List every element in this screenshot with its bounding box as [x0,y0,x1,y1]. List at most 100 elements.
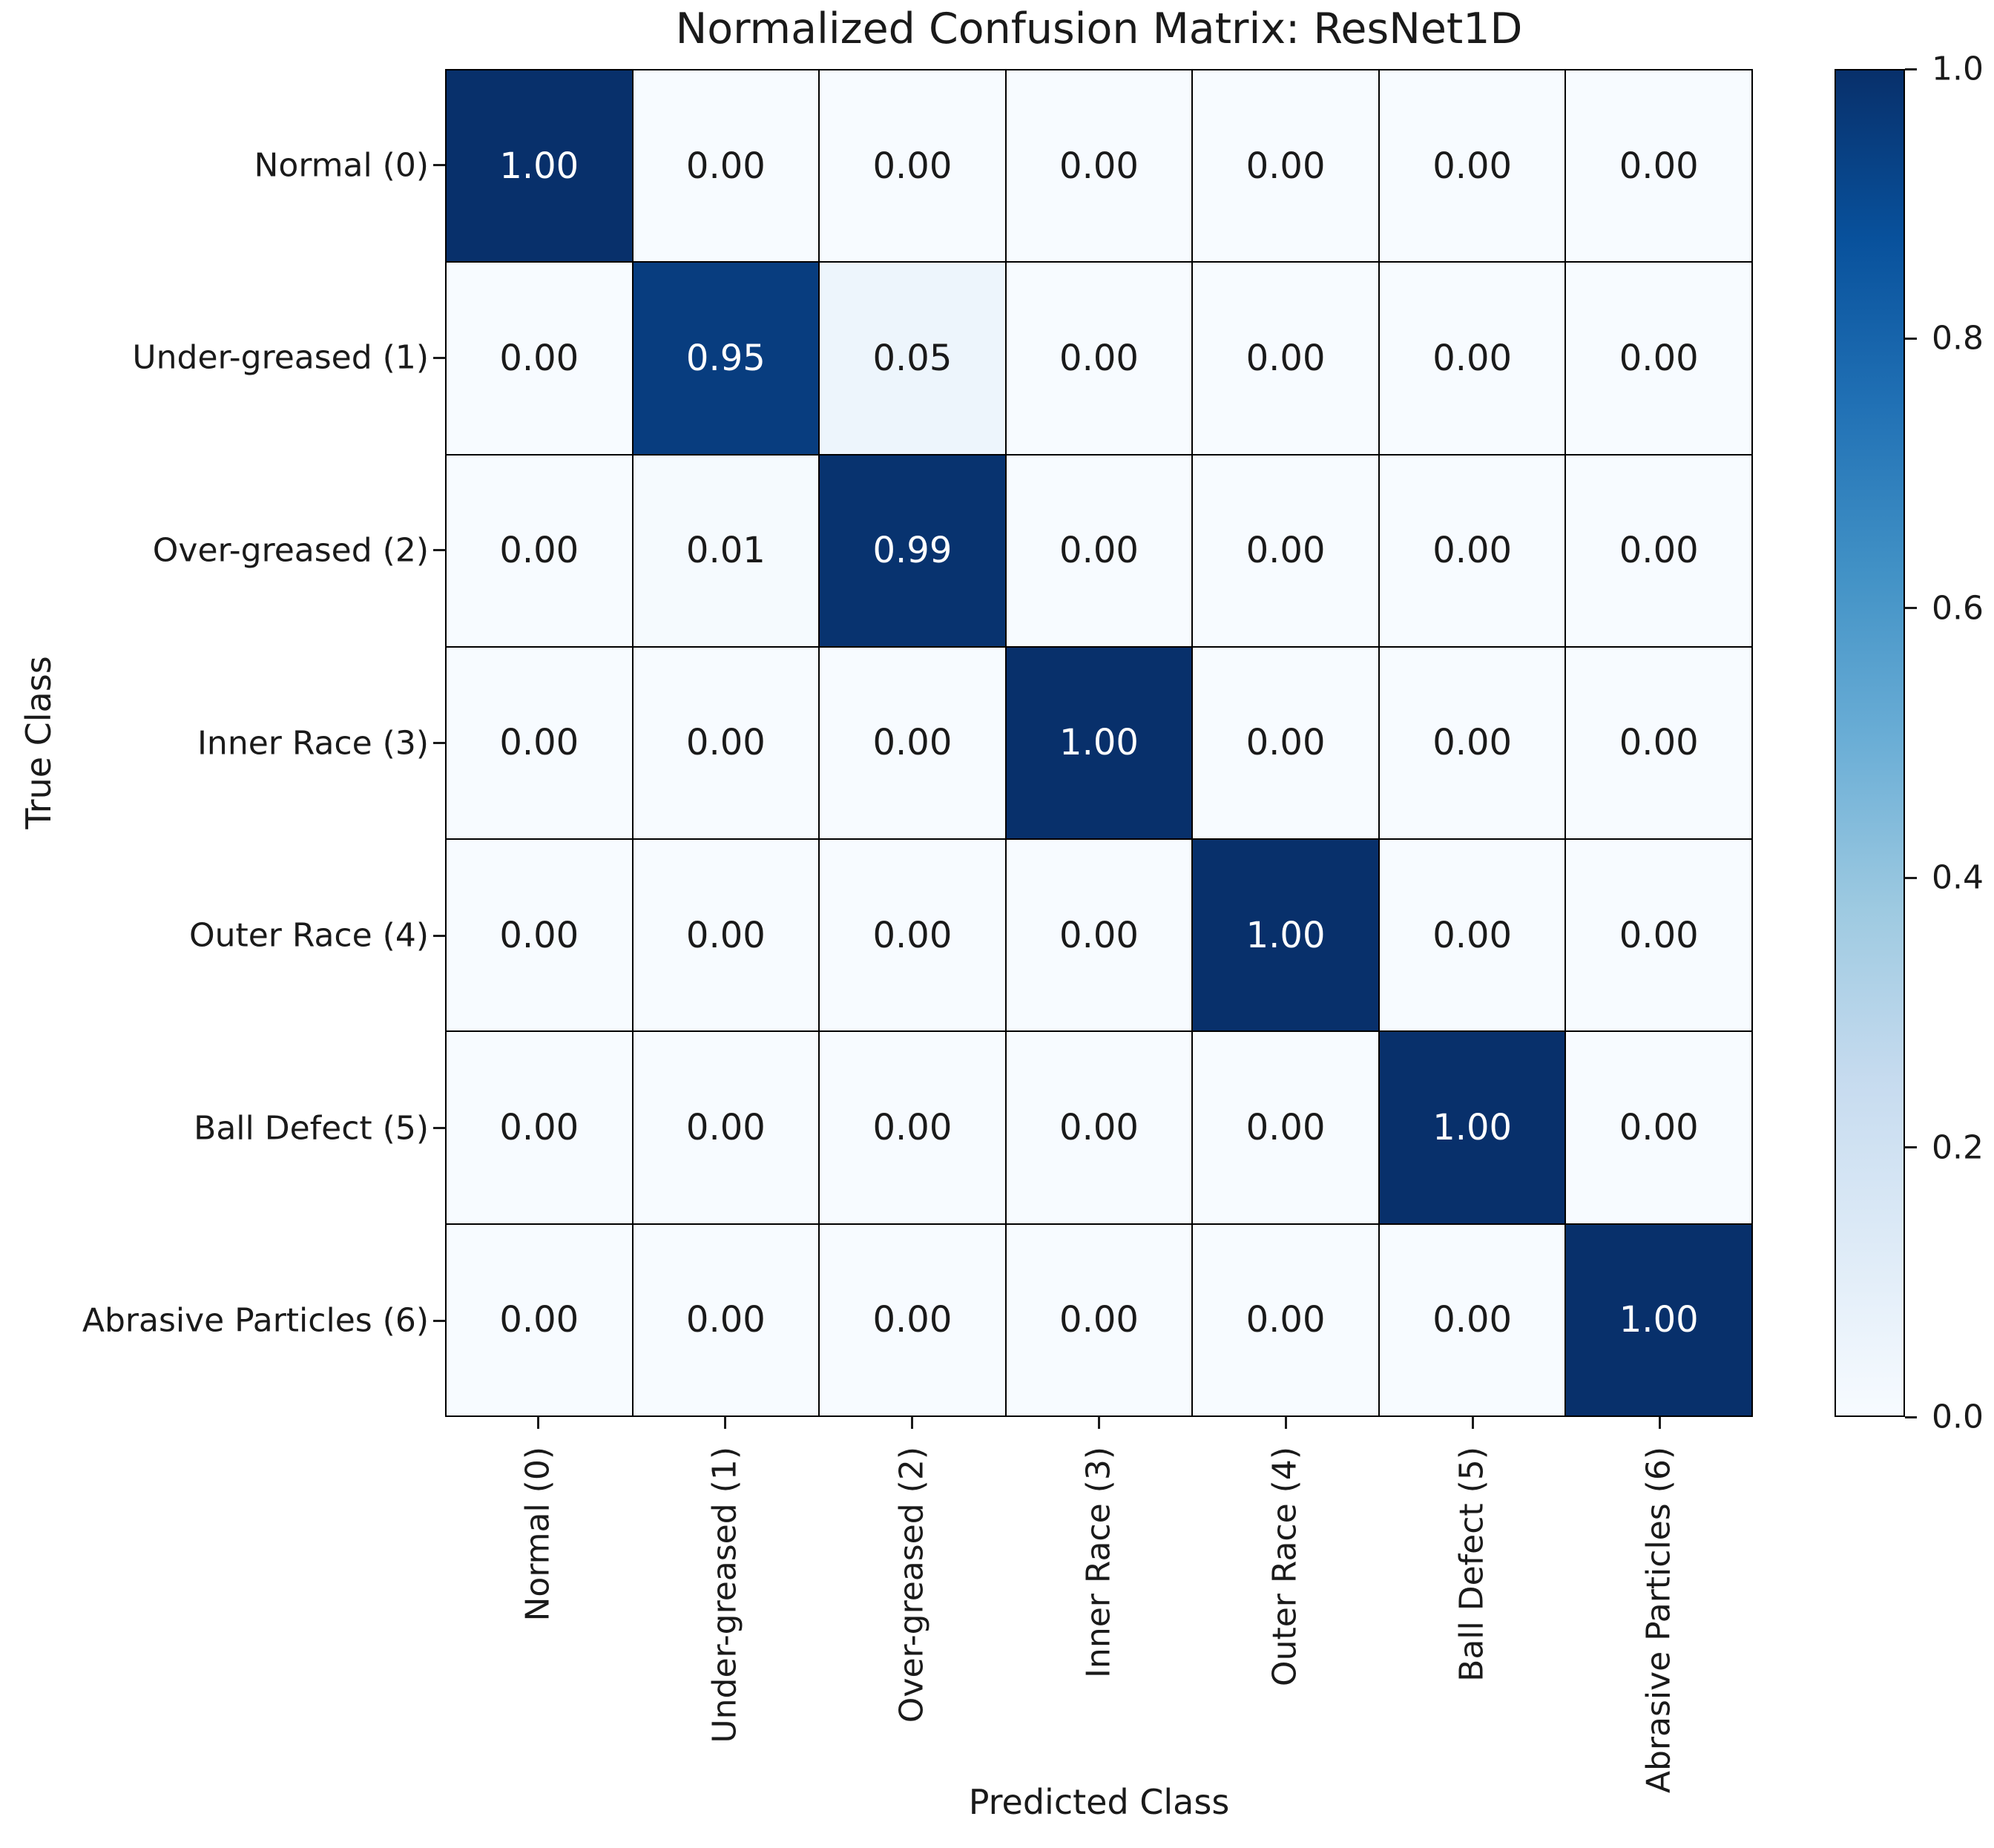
cell-value: 0.00 [1246,530,1326,572]
heatmap-cell: 0.00 [1006,263,1192,454]
x-tick-label: Normal (0) [519,1447,557,1622]
heatmap-cell: 0.00 [1379,455,1565,646]
cell-value: 0.00 [499,1299,579,1341]
cell-value: 0.00 [1619,1107,1699,1149]
x-tick-mark [724,1417,727,1429]
cell-value: 0.00 [685,1299,766,1341]
y-tick-label: Ball Defect (5) [194,1109,429,1148]
heatmap-cell: 0.00 [1006,1224,1192,1415]
heatmap-cell: 0.00 [820,1032,1005,1223]
heatmap-cell: 0.00 [1193,647,1378,839]
x-axis-label: Predicted Class [968,1782,1230,1822]
x-tick-mark [1098,1417,1100,1429]
y-tick-label: Normal (0) [254,146,429,185]
heatmap-cell: 0.00 [1006,840,1192,1031]
y-tick-label: Under-greased (1) [132,338,429,377]
colorbar-tick-label: 1.0 [1932,50,1984,88]
y-tick-mark [433,164,445,167]
heatmap-cell: 0.00 [447,455,632,646]
cell-value: 0.00 [1059,337,1139,379]
x-tick-mark [1658,1417,1661,1429]
x-tick-label: Inner Race (3) [1079,1447,1118,1679]
cell-value: 0.99 [872,530,952,572]
y-axis-label: True Class [19,656,59,829]
cell-value: 0.00 [1246,337,1326,379]
x-tick-mark [537,1417,540,1429]
cell-value: 0.00 [685,145,766,187]
cell-value: 0.00 [1246,145,1326,187]
heatmap-cell: 0.00 [1379,1224,1565,1415]
cell-value: 0.00 [1432,145,1513,187]
heatmap-cell: 0.00 [1566,1032,1751,1223]
heatmap-cell: 0.00 [820,70,1005,262]
x-tick-label: Over-greased (2) [892,1447,931,1723]
y-tick-mark [433,356,445,359]
cell-value: 0.00 [1432,722,1513,764]
heatmap-cell: 0.00 [1006,455,1192,646]
heatmap-cell: 0.95 [633,263,819,454]
heatmap-cell: 1.00 [1006,647,1192,839]
cell-value: 0.00 [1432,337,1513,379]
heatmap-cell: 1.00 [1379,1032,1565,1223]
cell-value: 0.00 [1432,914,1513,956]
cell-value: 0.05 [872,337,952,379]
colorbar-tick-label: 0.0 [1932,1398,1984,1436]
cell-value: 0.00 [872,145,952,187]
heatmap-cell: 0.05 [820,263,1005,454]
heatmap-cell: 0.00 [1566,70,1751,262]
heatmap-cell: 0.00 [1566,455,1751,646]
heatmap-cell: 0.00 [1193,1224,1378,1415]
cell-value: 1.00 [1432,1107,1513,1149]
colorbar-tick-mark [1905,1146,1917,1149]
heatmap-cell: 0.00 [1006,1032,1192,1223]
heatmap-cell: 0.00 [447,647,632,839]
heatmap-cell: 1.00 [447,70,632,262]
cell-value: 1.00 [499,145,579,187]
y-tick-mark [433,1127,445,1130]
colorbar-tick-mark [1905,68,1917,70]
cell-value: 0.00 [499,914,579,956]
cell-value: 1.00 [1246,914,1326,956]
cell-value: 1.00 [1059,722,1139,764]
heatmap-cell: 0.00 [1006,70,1192,262]
y-tick-label: Inner Race (3) [197,724,429,762]
heatmap-cell: 0.00 [447,1032,632,1223]
heatmap-cell: 0.00 [1566,647,1751,839]
heatmap-cell: 0.00 [633,1032,819,1223]
heatmap-cell: 0.00 [633,70,819,262]
heatmap-cell: 0.00 [820,647,1005,839]
cell-value: 0.00 [685,914,766,956]
heatmap-cell: 0.00 [633,647,819,839]
heatmap-cell: 0.00 [1379,263,1565,454]
colorbar-tick-mark [1905,337,1917,340]
heatmap-cell: 0.00 [1566,840,1751,1031]
cell-value: 0.00 [1059,914,1139,956]
cell-value: 0.00 [872,722,952,764]
cell-value: 0.00 [1059,1107,1139,1149]
colorbar-tick-mark [1905,607,1917,610]
y-tick-mark [433,742,445,744]
heatmap-cell: 0.01 [633,455,819,646]
colorbar-tick-label: 0.4 [1932,858,1984,897]
colorbar-tick-label: 0.8 [1932,319,1984,358]
y-tick-label: Outer Race (4) [188,916,429,955]
cell-value: 0.00 [499,1107,579,1149]
cell-value: 0.00 [1246,722,1326,764]
cell-value: 0.00 [1059,530,1139,572]
cell-value: 0.00 [499,722,579,764]
cell-value: 0.00 [872,1299,952,1341]
y-tick-mark [433,1319,445,1322]
x-tick-mark [1284,1417,1287,1429]
cell-value: 0.00 [685,722,766,764]
cell-value: 0.00 [1432,1299,1513,1341]
y-tick-mark [433,549,445,552]
cell-value: 0.00 [1619,145,1699,187]
x-tick-label: Outer Race (4) [1266,1447,1305,1687]
chart-title: Normalized Confusion Matrix: ResNet1D [675,4,1523,53]
cell-value: 0.95 [685,337,766,379]
cell-value: 0.00 [499,337,579,379]
cell-value: 0.00 [1059,1299,1139,1341]
heatmap-cell: 0.00 [1379,647,1565,839]
heatmap-cell: 0.00 [820,840,1005,1031]
